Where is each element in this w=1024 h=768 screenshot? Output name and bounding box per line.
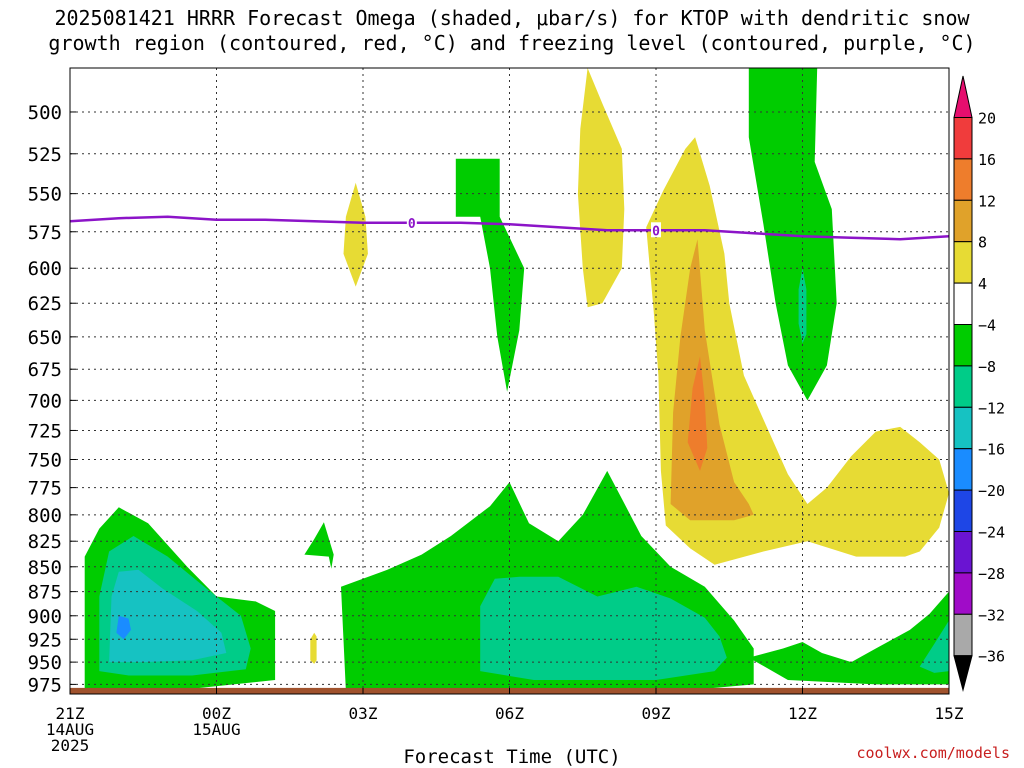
omega-region-16 <box>748 591 949 685</box>
omega-region-5 <box>455 158 525 392</box>
omega-region-6 <box>577 68 625 308</box>
omega-region-3 <box>116 615 131 640</box>
x-tick-label: 09Z <box>642 704 671 723</box>
y-tick-label: 500 <box>28 102 62 124</box>
y-tick-label: 650 <box>28 327 62 349</box>
colorbar-label: 16 <box>978 151 996 169</box>
colorbar-label: −20 <box>978 482 1005 500</box>
colorbar-label: 4 <box>978 275 987 293</box>
y-tick-label: 575 <box>28 222 62 244</box>
freezing-level-label: 0 <box>652 224 660 239</box>
omega-region-9 <box>687 356 708 471</box>
y-tick-label: 950 <box>28 652 62 674</box>
colorbar-label: −36 <box>978 648 1005 666</box>
y-tick-label: 975 <box>28 674 62 696</box>
colorbar-swatch <box>953 117 973 160</box>
x-tick-label: 00Z <box>202 704 231 723</box>
y-tick-label: 550 <box>28 184 62 206</box>
y-tick-label: 925 <box>28 629 62 651</box>
colorbar-swatch <box>953 448 973 491</box>
omega-region-4 <box>343 182 368 287</box>
omega-region-15 <box>480 576 727 680</box>
colorbar-swatch <box>953 241 973 284</box>
colorbar-label: −8 <box>978 358 996 376</box>
omega-region-13 <box>304 522 334 569</box>
x-tick-label: 06Z <box>495 704 524 723</box>
colorbar-label: −16 <box>978 441 1005 459</box>
freezing-level-label: 0 <box>408 217 416 232</box>
colorbar-swatch <box>953 324 973 367</box>
y-tick-label: 900 <box>28 606 62 628</box>
colorbar-label: 8 <box>978 234 987 252</box>
x-tick-label: 2025 <box>51 736 90 755</box>
y-tick-label: 825 <box>28 531 62 553</box>
colorbar-swatch <box>953 655 973 692</box>
colorbar-swatch <box>953 365 973 408</box>
colorbar-swatch <box>953 572 973 615</box>
colorbar-label: −28 <box>978 565 1005 583</box>
omega-region-10 <box>748 68 837 401</box>
y-tick-label: 525 <box>28 144 62 166</box>
freezing-level-label-bg <box>651 222 661 238</box>
colorbar-label: −12 <box>978 399 1005 417</box>
y-tick-label: 725 <box>28 420 62 442</box>
x-tick-label: 15Z <box>935 704 964 723</box>
omega-region-12 <box>310 632 317 664</box>
x-axis-label: Forecast Time (UTC) <box>403 746 621 768</box>
colorbar-swatch <box>953 406 973 450</box>
y-tick-label: 675 <box>28 359 62 381</box>
colorbar-label: −32 <box>978 606 1005 624</box>
colorbar-label: 20 <box>978 110 996 128</box>
omega-region-17 <box>919 620 949 673</box>
chart-title: 2025081421 HRRR Forecast Omega (shaded, … <box>48 6 976 55</box>
x-tick-label: 21Z <box>56 704 85 723</box>
y-tick-label: 750 <box>28 450 62 472</box>
y-tick-label: 600 <box>28 258 62 280</box>
y-tick-label: 775 <box>28 478 62 500</box>
colorbar-swatch <box>953 613 973 657</box>
colorbar-swatch <box>953 75 973 118</box>
freezing-level-label-bg <box>406 214 417 230</box>
colorbar-swatch <box>953 199 973 243</box>
x-tick-label: 15AUG <box>192 720 240 739</box>
colorbar-swatch <box>953 531 973 574</box>
omega-region-11 <box>798 268 807 344</box>
colorbar-label: −24 <box>978 524 1005 542</box>
y-tick-label: 875 <box>28 582 62 604</box>
colorbar-swatch <box>953 158 973 201</box>
credit-text[interactable]: coolwx.com/models <box>856 744 1010 762</box>
freezing-level-line <box>70 215 949 241</box>
x-tick-label: 12Z <box>788 704 817 723</box>
y-tick-label: 850 <box>28 557 62 579</box>
x-tick-label: 14AUG <box>46 720 94 739</box>
colorbar-swatch <box>953 282 973 326</box>
colorbar-label: −4 <box>978 317 996 335</box>
y-tick-label: 700 <box>28 390 62 412</box>
colorbar-swatch <box>953 489 973 533</box>
x-tick-label: 03Z <box>349 704 378 723</box>
colorbar-label: 12 <box>978 192 996 210</box>
y-tick-label: 625 <box>28 293 62 315</box>
y-tick-label: 800 <box>28 505 62 527</box>
